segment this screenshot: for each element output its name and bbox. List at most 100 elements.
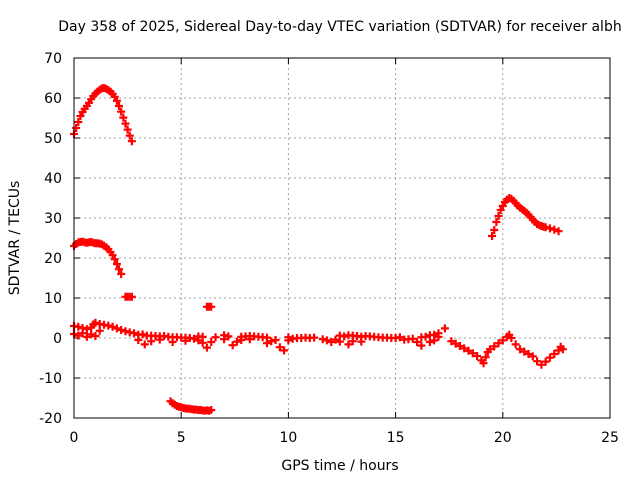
data-point	[207, 302, 216, 311]
data-point	[280, 346, 289, 355]
data-point	[537, 360, 546, 369]
data-point	[545, 224, 554, 233]
data-point	[140, 340, 149, 349]
y-axis-label: SDTVAR / TECUs	[7, 181, 23, 296]
data-point	[284, 333, 293, 342]
data-point	[147, 337, 156, 346]
data-point	[74, 118, 83, 126]
y-tick-label: 60	[44, 91, 62, 107]
x-tick-label: 20	[494, 430, 512, 446]
data-point	[541, 357, 550, 366]
data-point	[554, 227, 563, 236]
data-point	[550, 225, 559, 234]
data-point	[112, 96, 121, 105]
data-point	[464, 346, 473, 355]
x-tick-label: 0	[70, 430, 79, 446]
data-point	[558, 345, 567, 354]
series-arc-early-high	[70, 84, 136, 146]
series-near-zero-band	[70, 318, 567, 369]
y-tick-label: 0	[53, 331, 62, 347]
data-point	[91, 332, 100, 340]
data-point	[455, 342, 464, 350]
y-tick-label: -10	[39, 371, 62, 387]
data-point	[447, 337, 456, 346]
data-point	[488, 232, 497, 240]
data-point	[130, 329, 139, 338]
data-point	[498, 336, 507, 345]
data-point	[82, 325, 91, 334]
data-point	[78, 329, 87, 338]
data-point	[490, 226, 499, 234]
data-point	[127, 292, 136, 301]
data-point	[224, 332, 233, 341]
data-point	[473, 352, 482, 360]
data-point	[127, 137, 136, 146]
data-point	[430, 336, 439, 345]
data-point	[511, 340, 520, 349]
data-point	[515, 345, 524, 354]
y-tick-label: 70	[44, 51, 62, 67]
data-point	[262, 339, 271, 348]
data-point	[395, 333, 404, 342]
data-point	[267, 337, 276, 346]
data-point	[357, 337, 366, 346]
data-point	[181, 336, 190, 345]
data-point	[202, 343, 211, 352]
data-point	[72, 124, 81, 132]
data-point	[425, 338, 434, 346]
data-point	[413, 338, 422, 346]
data-point	[91, 318, 100, 327]
data-point	[74, 322, 83, 331]
data-point	[228, 341, 237, 350]
y-tick-label: 30	[44, 211, 62, 227]
data-point	[82, 332, 91, 341]
data-point	[245, 335, 254, 344]
data-point	[207, 406, 216, 414]
data-point	[115, 265, 124, 274]
axis-ticks	[73, 57, 611, 419]
data-point	[479, 359, 488, 368]
chart-title: Day 358 of 2025, Sidereal Day-to-day VTE…	[58, 19, 621, 35]
data-point	[220, 335, 229, 344]
data-point	[110, 255, 119, 264]
plot-frame	[73, 57, 611, 419]
data-point	[468, 349, 477, 358]
data-point	[112, 260, 121, 268]
data-point	[310, 333, 319, 342]
y-tick-label: 50	[44, 131, 62, 147]
y-tick-labels: -20 -10 0 10 20 30 40 50 60 70	[39, 51, 62, 427]
data-point	[533, 357, 542, 366]
x-tick-label: 15	[387, 430, 405, 446]
data-point	[528, 352, 537, 361]
data-point	[117, 326, 126, 334]
grid-lines	[74, 58, 610, 418]
data-point	[123, 125, 132, 134]
data-point	[550, 350, 559, 358]
data-point	[520, 347, 529, 356]
data-point	[115, 102, 124, 110]
x-tick-label: 5	[177, 430, 186, 446]
data-point	[119, 113, 128, 122]
data-point	[104, 321, 113, 330]
data-point	[545, 353, 554, 362]
data-point	[117, 107, 126, 116]
data-point	[327, 338, 336, 346]
data-point	[198, 332, 207, 341]
data-point	[481, 353, 490, 362]
data-point	[440, 324, 449, 333]
data-point	[417, 341, 426, 350]
y-tick-label: 10	[44, 291, 62, 307]
data-point	[87, 330, 96, 339]
series-arc-step	[121, 292, 216, 311]
data-point	[460, 344, 469, 353]
x-tick-label: 25	[601, 430, 619, 446]
data-point	[134, 336, 143, 344]
data-points	[70, 84, 567, 415]
data-point	[232, 337, 241, 346]
x-tick-labels: 0 5 10 15 20 25	[70, 430, 619, 446]
series-arc-negative	[166, 397, 216, 415]
data-point	[155, 335, 164, 344]
x-axis-label: GPS time / hours	[281, 458, 398, 474]
data-point	[331, 335, 340, 344]
